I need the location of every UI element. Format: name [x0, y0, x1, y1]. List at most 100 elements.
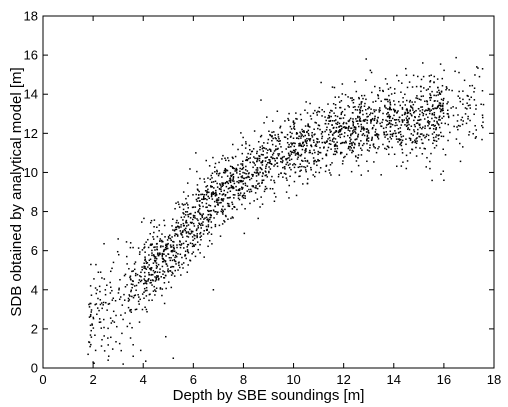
data-point — [103, 335, 105, 337]
data-point — [304, 134, 306, 137]
data-point — [413, 123, 416, 126]
data-point — [133, 268, 136, 271]
data-point — [89, 313, 92, 316]
data-point — [387, 100, 389, 103]
data-point — [145, 282, 148, 285]
data-point — [328, 143, 331, 145]
data-point — [289, 150, 292, 153]
data-point — [280, 172, 282, 175]
data-point — [259, 146, 261, 148]
data-point — [175, 254, 177, 257]
data-point — [137, 300, 140, 303]
data-point — [397, 141, 399, 143]
data-point — [253, 156, 255, 158]
data-point — [312, 157, 315, 159]
data-point — [438, 119, 440, 121]
data-point — [361, 127, 363, 130]
data-point — [244, 208, 246, 210]
data-point — [433, 75, 436, 78]
data-point — [182, 222, 185, 225]
data-point — [207, 233, 209, 235]
data-point — [296, 151, 299, 154]
data-point — [359, 120, 362, 122]
data-point — [433, 111, 436, 114]
data-point — [425, 109, 427, 111]
data-point — [294, 142, 296, 145]
data-point — [126, 284, 128, 286]
data-point — [246, 185, 249, 187]
data-point — [391, 117, 394, 120]
data-point — [281, 161, 284, 164]
data-point — [266, 176, 268, 178]
data-point — [426, 121, 429, 123]
data-point — [239, 170, 241, 172]
data-point — [426, 109, 429, 112]
data-point — [351, 144, 353, 147]
data-point — [306, 140, 308, 142]
data-point — [405, 125, 408, 128]
data-point — [319, 128, 321, 131]
data-point — [347, 127, 350, 129]
data-point — [254, 186, 256, 189]
data-point — [275, 196, 277, 198]
data-point — [262, 179, 265, 181]
data-point — [363, 94, 366, 97]
data-point — [443, 69, 445, 72]
data-point — [182, 262, 185, 264]
data-point — [336, 115, 339, 118]
data-point — [411, 141, 413, 144]
data-point — [188, 232, 190, 235]
data-point — [478, 75, 481, 78]
plot-area — [43, 16, 494, 368]
data-point — [276, 139, 279, 142]
data-point — [249, 178, 251, 181]
data-point — [132, 270, 135, 272]
data-point — [90, 309, 93, 311]
data-point — [309, 126, 311, 128]
data-point — [191, 236, 194, 238]
data-point — [139, 349, 142, 352]
data-point — [335, 145, 337, 147]
data-point — [473, 87, 476, 89]
data-point — [405, 67, 407, 70]
data-point — [222, 198, 225, 200]
data-point — [304, 109, 306, 112]
data-point — [208, 239, 211, 242]
data-point — [295, 137, 298, 139]
data-point — [423, 147, 426, 150]
data-point — [288, 143, 290, 146]
data-point — [425, 166, 427, 168]
data-point — [294, 150, 296, 153]
data-point — [218, 188, 221, 190]
data-point — [443, 179, 445, 182]
data-point — [166, 265, 169, 267]
data-point — [388, 119, 391, 122]
data-point — [293, 122, 296, 124]
data-point — [229, 177, 232, 179]
data-point — [338, 174, 341, 176]
data-point — [427, 134, 430, 137]
data-point — [217, 204, 220, 206]
data-point — [377, 95, 380, 97]
data-point — [291, 132, 293, 135]
data-point — [94, 287, 97, 289]
data-point — [177, 225, 179, 227]
data-point — [230, 179, 232, 181]
data-point — [260, 196, 262, 198]
data-point — [418, 135, 420, 138]
data-point — [190, 213, 192, 215]
data-point — [237, 189, 239, 192]
data-point — [402, 161, 404, 163]
data-point — [471, 84, 474, 87]
data-point — [349, 149, 351, 151]
data-point — [259, 135, 262, 138]
data-point — [275, 145, 277, 147]
data-point — [210, 221, 213, 223]
data-point — [151, 254, 153, 257]
data-point — [295, 148, 297, 151]
data-point — [334, 104, 337, 106]
data-point — [249, 149, 251, 151]
data-point — [300, 118, 303, 121]
data-point — [299, 163, 302, 165]
data-point — [318, 171, 321, 174]
